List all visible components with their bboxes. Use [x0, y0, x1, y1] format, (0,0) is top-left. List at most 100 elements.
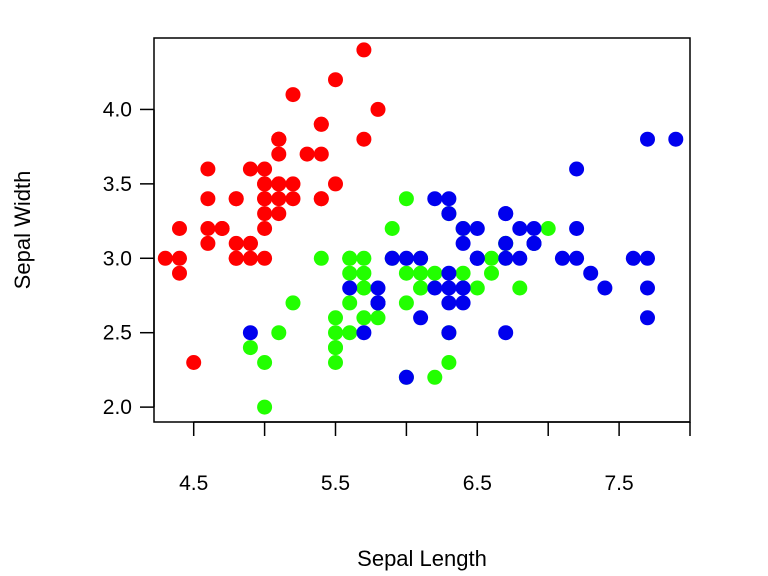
data-point [257, 176, 273, 192]
data-point [498, 206, 514, 222]
data-point [342, 265, 358, 281]
y-tick-label: 3.5 [103, 173, 132, 196]
data-point [242, 161, 258, 177]
data-point [469, 221, 485, 236]
series-2 [242, 191, 556, 415]
data-point [370, 295, 386, 311]
data-point [271, 131, 287, 147]
data-point [370, 101, 386, 117]
data-point [370, 280, 386, 296]
data-point [356, 280, 372, 296]
data-point [455, 221, 471, 236]
data-point [498, 325, 514, 341]
data-point [242, 235, 258, 251]
data-point [328, 325, 343, 341]
data-point [469, 250, 485, 266]
data-point [455, 265, 471, 281]
data-point [228, 191, 244, 207]
data-point [668, 131, 684, 147]
data-point [384, 221, 400, 236]
data-point [498, 235, 514, 251]
data-point [257, 206, 273, 222]
data-point [498, 250, 514, 266]
data-point [186, 355, 202, 370]
data-point [413, 280, 429, 296]
data-point [328, 72, 343, 88]
y-tick-label: 2.0 [103, 396, 132, 419]
data-point [398, 265, 414, 281]
data-point [370, 310, 386, 326]
data-point [526, 221, 542, 236]
data-point [413, 310, 429, 326]
data-point [328, 310, 343, 326]
data-point [271, 191, 287, 207]
data-point [540, 221, 556, 236]
data-point [554, 250, 570, 266]
data-point [342, 325, 358, 341]
data-point [512, 221, 528, 236]
data-point [285, 176, 301, 192]
data-point [512, 280, 528, 296]
data-point [640, 131, 655, 147]
data-point [257, 221, 273, 236]
x-tick-label: 5.5 [321, 472, 350, 495]
data-point [172, 265, 187, 281]
data-point [398, 369, 414, 385]
data-point [172, 250, 187, 266]
data-point [242, 250, 258, 266]
data-point [569, 161, 585, 177]
data-point [398, 295, 414, 311]
data-point [200, 161, 216, 177]
data-point [413, 265, 429, 281]
x-tick-label: 4.5 [179, 472, 208, 495]
data-point [285, 87, 301, 103]
data-point [356, 42, 372, 58]
data-point [257, 161, 273, 177]
data-point [200, 221, 216, 236]
data-point [441, 355, 457, 370]
data-point [356, 250, 372, 266]
data-point [271, 176, 287, 192]
data-point [526, 235, 542, 251]
data-point [640, 280, 655, 296]
data-point [328, 340, 343, 356]
data-point [413, 250, 429, 266]
data-point [313, 191, 329, 207]
data-point [214, 221, 230, 236]
data-point [427, 191, 443, 207]
data-point [356, 310, 372, 326]
data-point [242, 340, 258, 356]
data-point [569, 221, 585, 236]
data-point [398, 250, 414, 266]
data-point [455, 295, 471, 311]
data-point [257, 191, 273, 207]
data-point [271, 146, 287, 162]
data-point [342, 295, 358, 311]
data-point [257, 399, 273, 415]
data-point [271, 325, 287, 341]
data-point [228, 235, 244, 251]
data-point [427, 280, 443, 296]
data-point [342, 250, 358, 266]
data-point [228, 250, 244, 266]
y-tick-label: 2.5 [103, 322, 132, 345]
data-point [313, 116, 329, 132]
data-point [356, 131, 372, 147]
data-point [427, 369, 443, 385]
series-1 [157, 42, 386, 370]
data-points [157, 42, 684, 415]
data-point [172, 221, 187, 236]
data-point [569, 250, 585, 266]
x-tick-label: 7.5 [604, 472, 633, 495]
data-point [469, 280, 485, 296]
x-axis-title: Sepal Length [357, 546, 487, 571]
data-point [455, 280, 471, 296]
data-point [441, 325, 457, 341]
data-point [441, 280, 457, 296]
x-axis: 4.5 5.5 6.5 7.5 [179, 421, 691, 495]
data-point [384, 250, 400, 266]
data-point [200, 235, 216, 251]
data-point [257, 355, 273, 370]
data-point [328, 176, 343, 192]
